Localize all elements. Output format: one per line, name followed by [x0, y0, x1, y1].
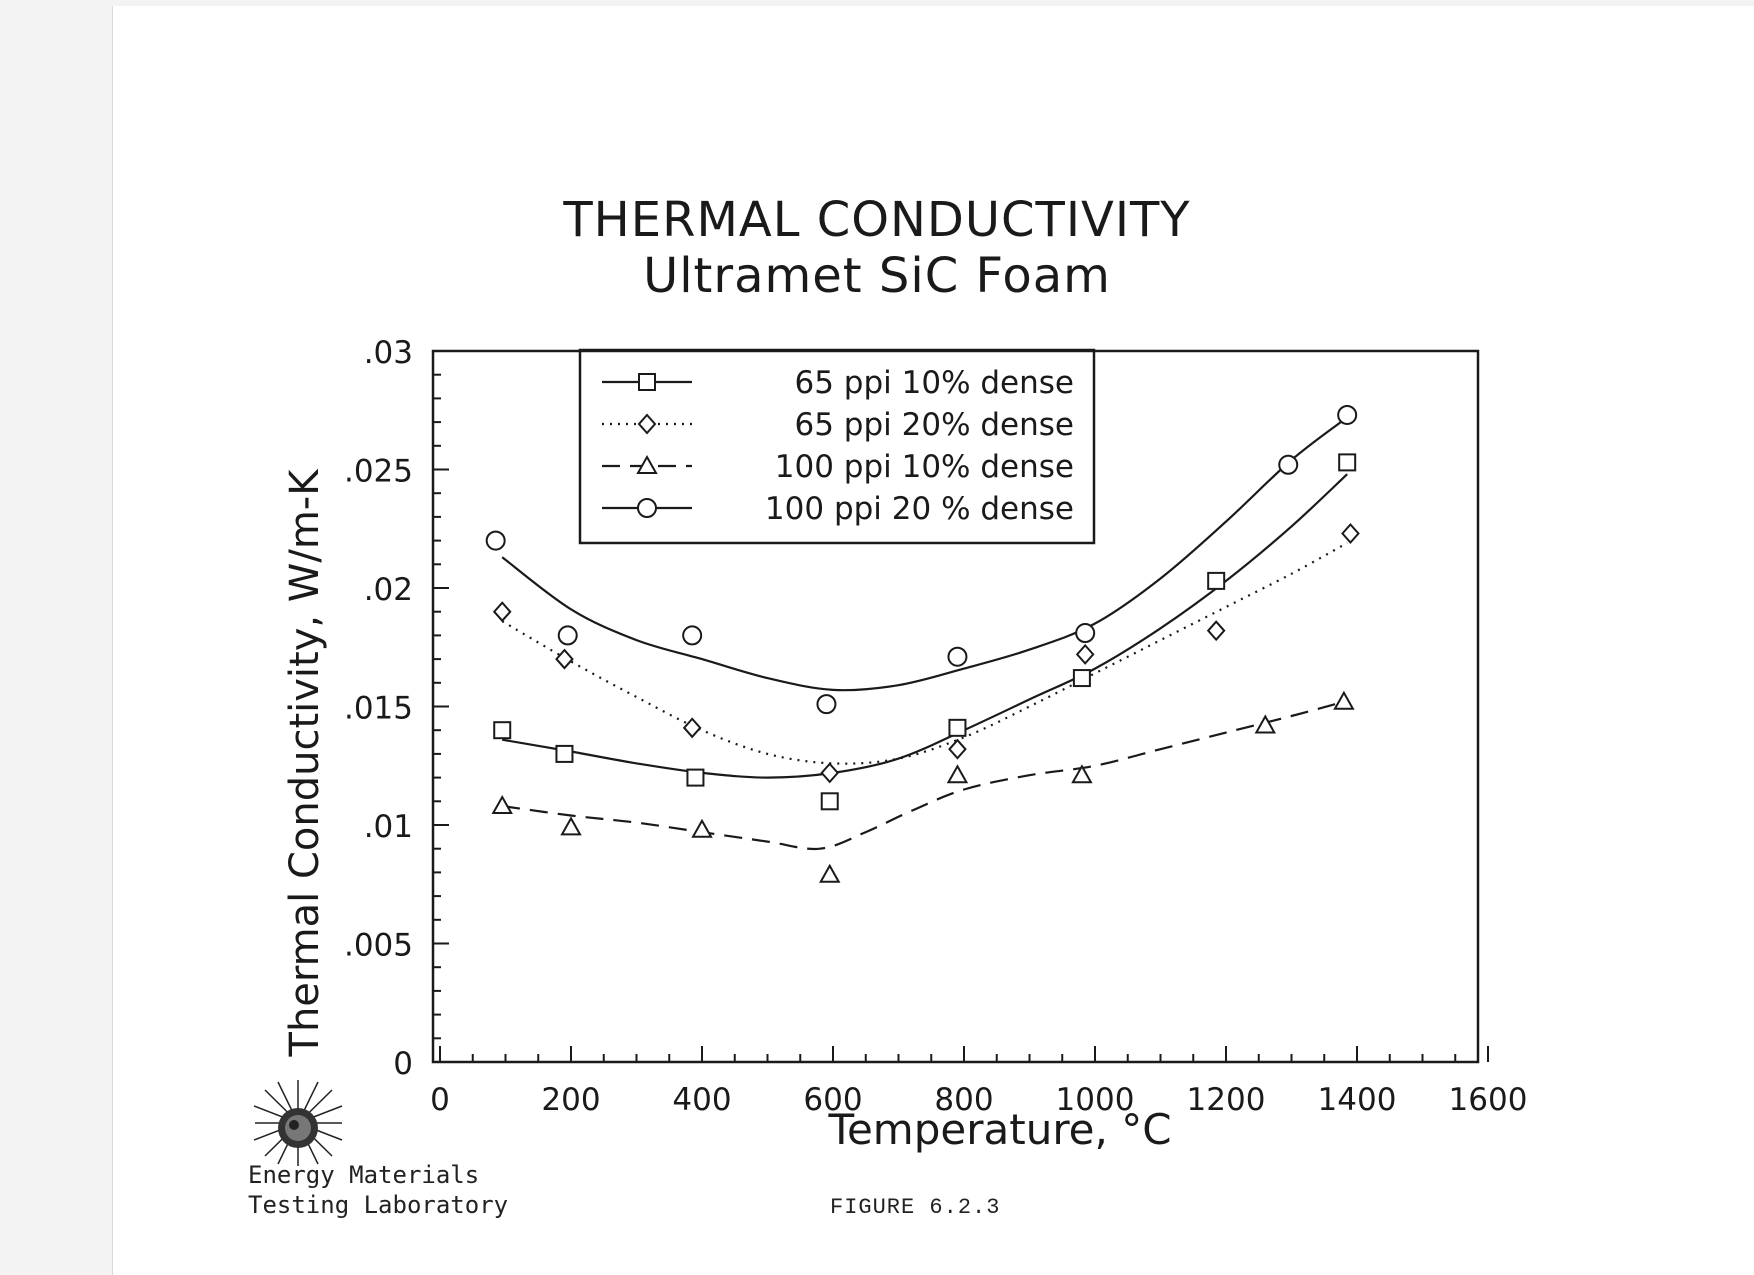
- x-tick-label: 1400: [1318, 1082, 1397, 1118]
- series-line-1: [502, 473, 1348, 779]
- x-tick-label: 600: [803, 1082, 862, 1118]
- lab-name-line-2: Testing Laboratory: [248, 1191, 509, 1219]
- x-tick-label: 0: [430, 1082, 450, 1118]
- x-tick-label: 1200: [1187, 1082, 1266, 1118]
- data-point-series-2: [555, 648, 574, 670]
- data-point-series-2: [820, 762, 840, 784]
- lab-logo: [253, 1080, 343, 1166]
- x-tick-label: 400: [672, 1082, 731, 1118]
- data-point-series-3: [946, 764, 969, 784]
- legend-marker-4: [637, 498, 657, 518]
- y-tick-label: .015: [344, 691, 413, 727]
- legend-label-2: 65 ppi 20% dense: [795, 407, 1075, 443]
- series-line-4: [501, 416, 1348, 692]
- data-point-series-3: [819, 863, 841, 883]
- x-tick-label: 1000: [1056, 1082, 1135, 1118]
- legend-label-3: 100 ppi 10% dense: [775, 449, 1074, 485]
- data-point-series-2: [492, 601, 512, 623]
- data-point-series-3: [691, 818, 713, 838]
- legend-label-4: 100 ppi 20 % dense: [765, 491, 1074, 527]
- y-tick-label: .01: [364, 809, 413, 845]
- series-line-3: [502, 700, 1345, 851]
- series-line-2: [501, 542, 1348, 765]
- data-point-series-2: [1341, 522, 1360, 544]
- data-point-series-1: [820, 792, 839, 811]
- data-point-series-4: [682, 625, 703, 646]
- data-point-series-4: [1337, 404, 1358, 425]
- figure-label: FIGURE 6.2.3: [830, 1195, 1001, 1220]
- data-point-series-1: [948, 718, 967, 737]
- data-point-series-4: [1278, 454, 1299, 475]
- data-point-series-2: [948, 738, 967, 760]
- scan-top-edge: [112, 0, 1754, 6]
- data-point-series-1: [493, 721, 512, 740]
- data-point-series-3: [1254, 714, 1277, 734]
- data-point-series-3: [1071, 764, 1093, 784]
- data-point-series-1: [1072, 669, 1091, 688]
- lab-name: Energy Materials Testing Laboratory: [248, 1160, 508, 1220]
- data-point-series-2: [1075, 643, 1095, 665]
- data-point-series-3: [560, 816, 582, 836]
- y-tick-label: .005: [344, 928, 413, 964]
- data-point-series-1: [686, 768, 705, 787]
- y-tick-label: .025: [344, 454, 413, 490]
- scan-margin: [0, 0, 113, 1275]
- chart-subtitle: Ultramet SiC Foam: [643, 248, 1111, 304]
- y-tick-label: 0: [393, 1046, 413, 1082]
- data-point-series-3: [491, 795, 513, 815]
- legend-label-1: 65 ppi 10% dense: [795, 365, 1075, 401]
- data-point-series-1: [1338, 453, 1357, 472]
- legend-marker-2: [637, 413, 657, 435]
- data-point-series-4: [947, 646, 968, 667]
- x-tick-label: 1600: [1449, 1082, 1528, 1118]
- data-point-series-2: [1206, 620, 1226, 642]
- legend-marker-3: [636, 454, 658, 474]
- data-point-series-4: [1075, 623, 1096, 644]
- y-tick-label: .03: [364, 335, 413, 371]
- data-point-series-4: [557, 625, 578, 646]
- legend-marker-1: [638, 373, 656, 391]
- x-tick-label: 800: [934, 1082, 993, 1118]
- lab-name-line-1: Energy Materials: [248, 1161, 480, 1189]
- data-point-series-4: [816, 694, 837, 715]
- y-tick-label: .02: [364, 572, 413, 608]
- data-point-series-1: [1207, 571, 1226, 590]
- x-tick-label: 200: [541, 1082, 600, 1118]
- data-point-series-2: [682, 717, 702, 739]
- y-axis-title: Thermal Conductivity, W/m-K: [282, 469, 328, 1057]
- chart-title: THERMAL CONDUCTIVITY: [563, 192, 1191, 248]
- data-point-series-1: [555, 744, 574, 763]
- data-point-series-4: [485, 530, 506, 551]
- x-axis-title: Temperature, °C: [828, 1105, 1172, 1154]
- data-point-series-3: [1333, 690, 1355, 710]
